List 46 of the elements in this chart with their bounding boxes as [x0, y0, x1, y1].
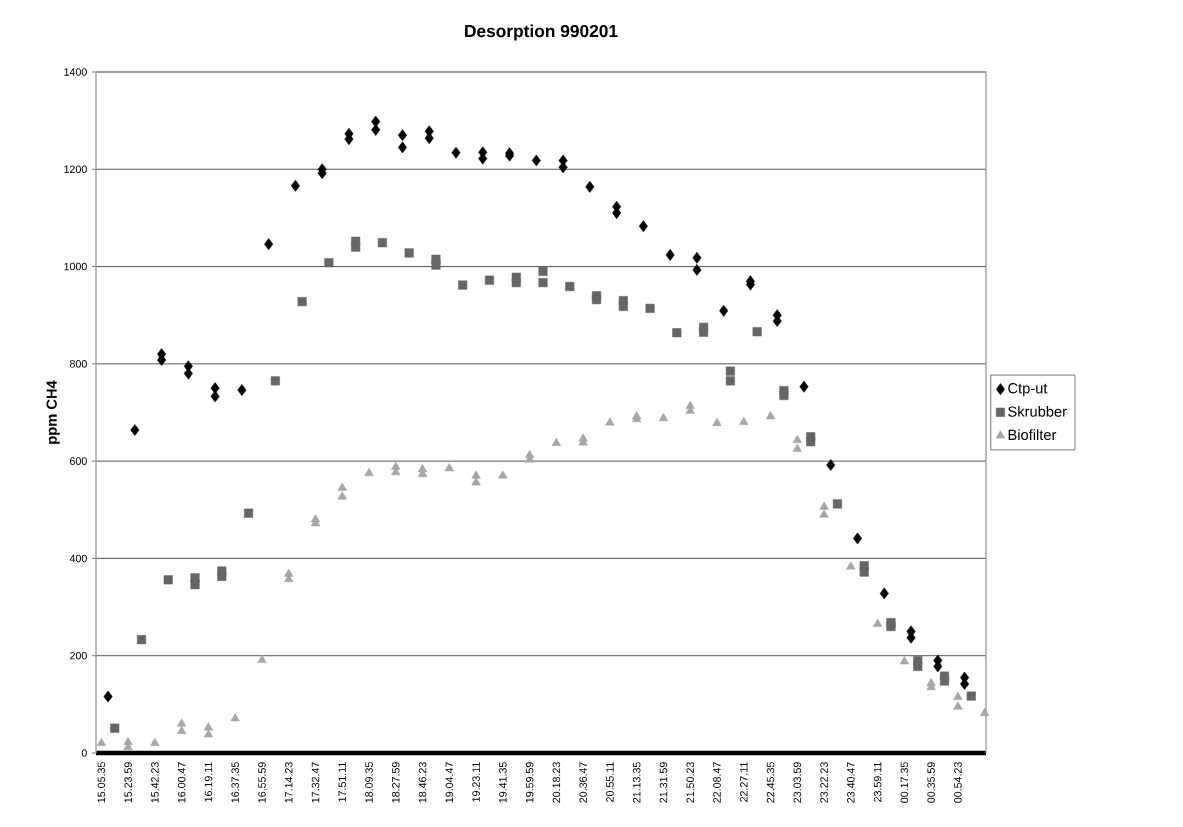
x-tick-label: 20.36.47: [579, 762, 587, 803]
x-tick-label: 15.42.23: [151, 762, 159, 803]
y-tick-label: 600: [70, 457, 87, 465]
x-tick-label: 16.19.11: [204, 762, 213, 802]
x-tick-label: 20.18.23: [552, 762, 561, 803]
x-tick-label: 15.05.35: [97, 762, 106, 803]
x-tick-label: 17.32.47: [311, 762, 320, 803]
x-tick-label: 00.35.59: [927, 762, 935, 803]
x-tick-label: 22.08.47: [713, 762, 721, 803]
x-tick-label: 18.27.59: [392, 762, 400, 803]
x-tick-label: 00.54.23: [954, 762, 962, 803]
chart-title: Desorption 990201: [465, 24, 618, 41]
x-tick-label: 21.13.35: [632, 762, 641, 803]
x-tick-label: 16.00.47: [177, 762, 186, 803]
x-tick-label: 23.59.11: [873, 762, 882, 802]
x-tick-label: 00.17.35: [900, 762, 909, 803]
x-tick-label: 19.41.35: [499, 762, 507, 803]
x-tick-label: 16.55.59: [258, 762, 266, 803]
y-tick-label: 400: [69, 554, 87, 563]
legend-label: Biofilter: [1008, 429, 1057, 441]
legend-label: Skrubber: [1008, 405, 1067, 417]
legend-label: Ctp-ut: [1008, 383, 1048, 397]
x-tick-label: 15.23.59: [124, 762, 132, 803]
x-tick-label: 23.03.59: [793, 762, 802, 803]
x-tick-label: 17.51.11: [338, 762, 346, 802]
y-tick-label: 1000: [64, 262, 87, 271]
x-tick-label: 22.45.35: [766, 762, 775, 803]
x-tick-label: 17.14.23: [284, 762, 293, 803]
x-tick-label: 22.27.11: [740, 762, 748, 802]
x-tick-label: 23.40.47: [847, 762, 855, 803]
y-tick-label: 1200: [64, 165, 87, 174]
x-tick-label: 23.22.23: [820, 762, 828, 803]
y-tick-label: 800: [69, 360, 87, 368]
x-tick-label: 19.59.59: [525, 762, 534, 803]
x-tick-label: 16.37.35: [231, 762, 239, 803]
y-tick-label: 0: [81, 749, 87, 757]
x-tick-label: 20.55.11: [606, 762, 614, 802]
x-tick-label: 19.04.47: [445, 762, 454, 803]
x-tick-label: 18.46.23: [418, 762, 427, 803]
y-tick-label: 200: [70, 651, 87, 660]
x-tick-label: 21.50.23: [686, 762, 694, 803]
x-tick-label: 21.31.59: [659, 762, 668, 803]
x-tick-label: 18.09.35: [365, 762, 373, 803]
x-tick-label: 19.23.11: [472, 762, 480, 802]
y-tick-label: 1400: [64, 68, 87, 76]
y-axis-title: ppm CH4: [46, 380, 60, 444]
